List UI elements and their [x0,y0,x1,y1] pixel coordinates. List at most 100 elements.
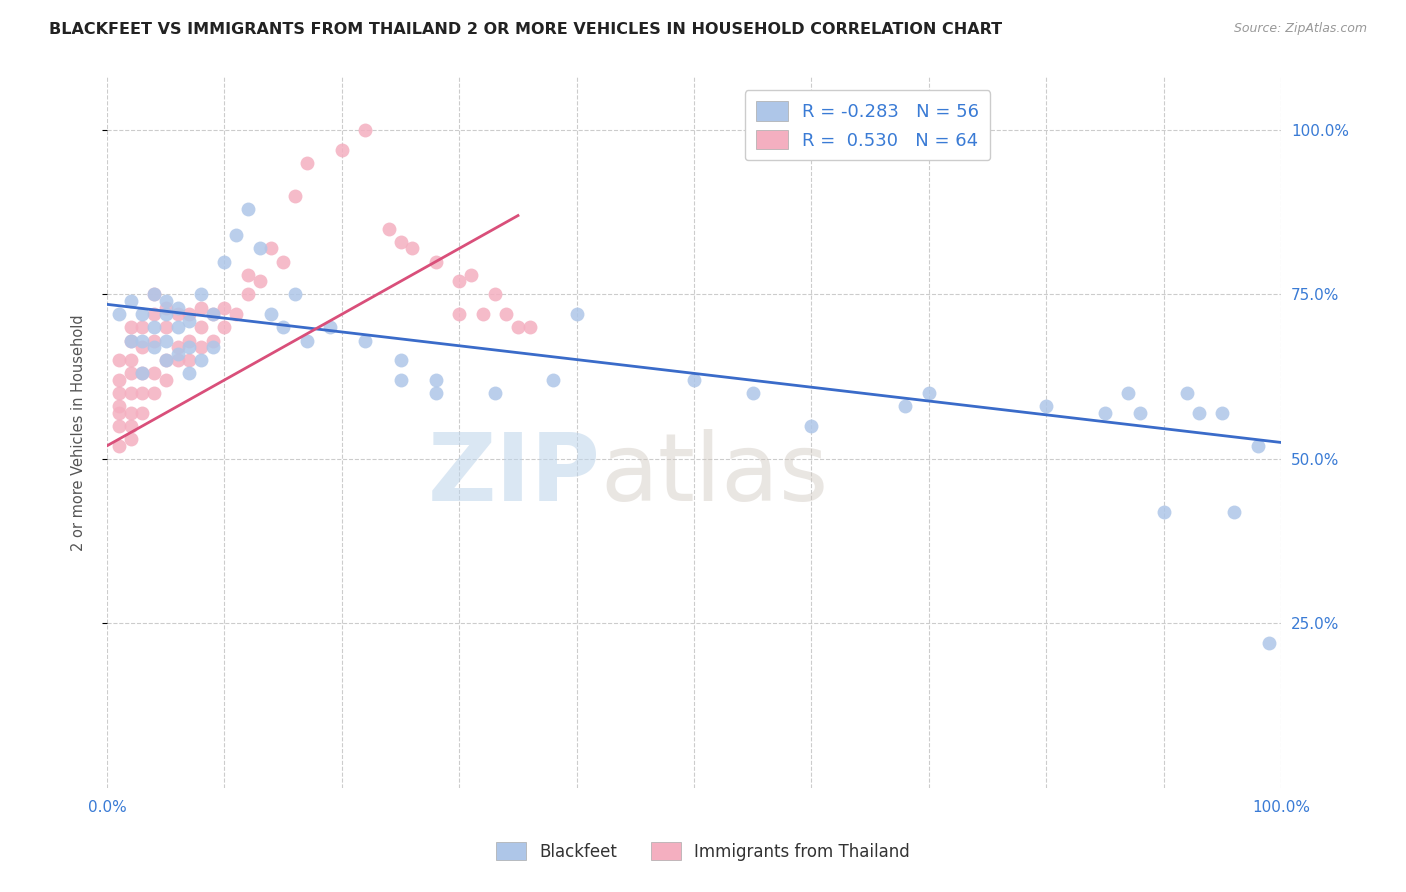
Point [120,367,142,381]
Point [166,353,188,368]
Point [541,373,564,387]
Point [108,406,131,420]
Point [131,320,153,334]
Point [460,268,482,282]
Text: Source: ZipAtlas.com: Source: ZipAtlas.com [1233,22,1367,36]
Point [249,274,271,288]
Point [506,320,529,334]
Point [378,221,401,235]
Point [143,340,166,354]
Point [120,320,142,334]
Point [120,406,142,420]
Point [1118,386,1140,401]
Point [449,307,471,321]
Point [236,287,259,301]
Legend: R = -0.283   N = 56, R =  0.530   N = 64: R = -0.283 N = 56, R = 0.530 N = 64 [745,90,990,161]
Point [1035,399,1057,413]
Point [190,301,212,315]
Point [120,432,142,446]
Point [201,334,224,348]
Point [179,340,201,354]
Point [155,353,177,368]
Text: atlas: atlas [600,429,828,521]
Point [201,340,224,354]
Point [271,254,294,268]
Point [155,353,177,368]
Point [1223,504,1246,518]
Point [1129,406,1152,420]
Point [1175,386,1198,401]
Point [108,419,131,434]
Point [1188,406,1211,420]
Point [484,287,506,301]
Point [131,334,153,348]
Point [179,353,201,368]
Point [120,419,142,434]
Point [143,320,166,334]
Point [166,340,188,354]
Point [225,228,247,243]
Point [155,294,177,309]
Point [214,301,236,315]
Point [108,307,131,321]
Point [214,254,236,268]
Point [484,386,506,401]
Point [201,307,224,321]
Point [800,419,823,434]
Point [190,353,212,368]
Point [449,274,471,288]
Point [894,399,917,413]
Point [330,143,353,157]
Point [471,307,494,321]
Point [155,301,177,315]
Point [190,320,212,334]
Point [155,373,177,387]
Point [225,307,247,321]
Point [1258,636,1281,650]
Point [519,320,541,334]
Point [1246,439,1268,453]
Point [179,367,201,381]
Point [166,346,188,360]
Point [1211,406,1233,420]
Point [354,334,377,348]
Point [143,287,166,301]
Point [401,242,423,256]
Point [389,235,412,249]
Point [1094,406,1116,420]
Point [295,156,318,170]
Point [389,373,412,387]
Point [131,386,153,401]
Point [236,202,259,216]
Point [284,189,307,203]
Y-axis label: 2 or more Vehicles in Household: 2 or more Vehicles in Household [72,314,86,551]
Point [683,373,706,387]
Point [131,367,153,381]
Point [260,307,283,321]
Legend: Blackfeet, Immigrants from Thailand: Blackfeet, Immigrants from Thailand [489,836,917,868]
Point [120,353,142,368]
Point [131,340,153,354]
Point [741,386,763,401]
Point [120,386,142,401]
Text: BLACKFEET VS IMMIGRANTS FROM THAILAND 2 OR MORE VEHICLES IN HOUSEHOLD CORRELATIO: BLACKFEET VS IMMIGRANTS FROM THAILAND 2 … [49,22,1002,37]
Point [1153,504,1175,518]
Point [166,320,188,334]
Point [179,334,201,348]
Point [918,386,941,401]
Point [120,294,142,309]
Point [260,242,283,256]
Point [108,386,131,401]
Point [389,353,412,368]
Point [131,406,153,420]
Point [108,399,131,413]
Point [190,340,212,354]
Point [319,320,342,334]
Point [201,307,224,321]
Point [108,439,131,453]
Text: ZIP: ZIP [427,429,600,521]
Point [155,320,177,334]
Point [108,353,131,368]
Point [425,386,447,401]
Point [249,242,271,256]
